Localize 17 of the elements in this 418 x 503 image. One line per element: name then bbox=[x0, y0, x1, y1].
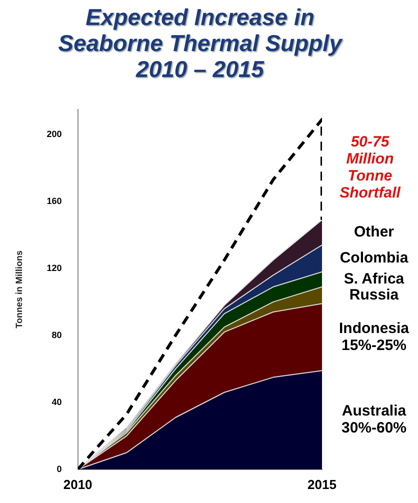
y-tick-label: 200 bbox=[46, 129, 62, 139]
series-label: Indonesia 15%-25% bbox=[338, 320, 410, 354]
y-tick-label: 40 bbox=[52, 396, 62, 407]
y-tick-label: 80 bbox=[52, 330, 62, 340]
series-label: Russia bbox=[349, 286, 400, 304]
series-label: S. Africa bbox=[344, 270, 405, 288]
x-tick-label: 2015 bbox=[308, 476, 336, 492]
y-axis-title: Tonnes in Millions bbox=[14, 250, 24, 328]
chart-title: Expected Increase in Seaborne Thermal Supply 2010 – 2015 bbox=[57, 4, 344, 82]
x-tick-label: 2010 bbox=[63, 476, 92, 492]
series-label: Colombia bbox=[340, 250, 409, 267]
y-tick-label: 160 bbox=[46, 196, 62, 206]
series-label: Australia 30%-60% bbox=[341, 402, 407, 437]
y-tick-label: 0 bbox=[56, 464, 62, 474]
y-tick-label: 120 bbox=[46, 262, 62, 273]
text: Other bbox=[354, 224, 394, 241]
annotation: 50-75 Million Tonne Shortfall bbox=[340, 134, 402, 202]
